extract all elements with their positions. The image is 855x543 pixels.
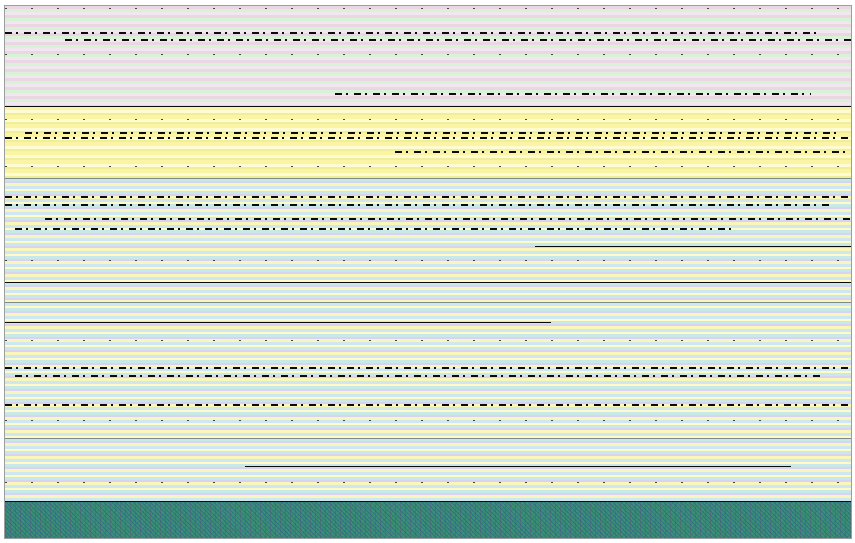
scanline-artifact	[335, 93, 811, 95]
scanline-artifact	[5, 178, 851, 179]
scanline-artifact	[5, 260, 851, 261]
scanline-artifact	[5, 166, 851, 167]
scanline-artifact	[15, 228, 731, 230]
scanline-artifact	[5, 137, 851, 139]
scanline-artifact	[5, 302, 851, 303]
scanline-artifact	[15, 375, 821, 377]
yellow-stripes	[5, 106, 851, 178]
scanline-artifact	[5, 119, 851, 120]
scanline-artifact	[5, 367, 851, 369]
scanline-artifact	[5, 438, 851, 439]
scanline-artifact	[5, 482, 851, 483]
noise-pattern	[5, 502, 851, 538]
scanline-artifact	[5, 54, 851, 55]
scanline-artifact	[45, 218, 851, 220]
scanline-artifact	[5, 501, 851, 502]
corrupted-image-frame	[4, 5, 852, 539]
scanline-artifact	[5, 196, 851, 198]
scanline-artifact	[535, 246, 851, 247]
scanline-artifact	[395, 151, 851, 153]
scanline-artifact	[5, 282, 851, 283]
scanline-artifact	[65, 39, 851, 41]
scanline-artifact	[5, 340, 851, 341]
scanline-artifact	[5, 204, 831, 206]
scanline-artifact	[5, 420, 851, 421]
pink-striped-band	[5, 6, 851, 106]
noise-band	[5, 502, 851, 538]
pink-stripes	[5, 6, 851, 106]
scanline-artifact	[5, 404, 851, 406]
scanline-artifact	[25, 132, 841, 134]
scanline-artifact	[5, 8, 851, 9]
scanline-artifact	[245, 466, 791, 467]
scanline-artifact	[5, 32, 821, 34]
scanline-artifact	[5, 106, 851, 107]
scanline-artifact	[5, 322, 551, 323]
yellow-striped-band	[5, 106, 851, 178]
